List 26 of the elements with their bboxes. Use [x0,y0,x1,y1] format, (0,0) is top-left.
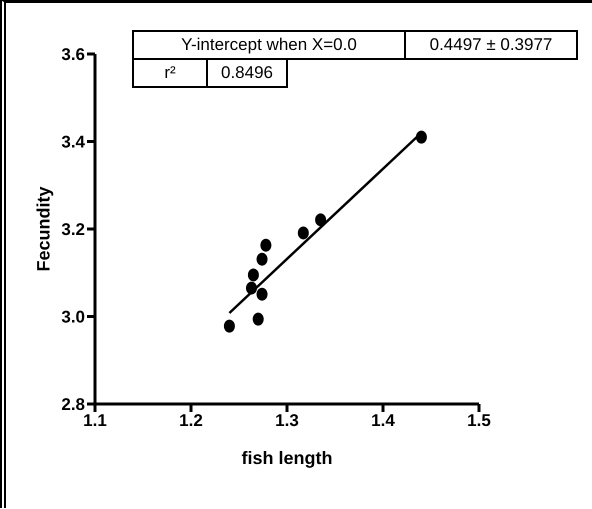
point [315,213,326,226]
point [246,282,257,295]
x-tick-label: 1.5 [467,411,491,430]
point [248,268,259,282]
x-axis-title: fish length [242,448,332,468]
y-axis-title: Fecundity [33,186,54,272]
point [260,238,272,252]
y-tick-label: 3.2 [61,220,85,240]
annotation: r² [132,58,208,88]
y-tick-label: 3.0 [61,308,85,327]
point [256,252,268,266]
text: Y-intercept when X=0.0 [132,30,406,60]
x-tick-label: 1.4 [371,411,396,430]
y-tick-label: 2.8 [61,395,85,414]
point [416,130,427,144]
annotation: 0.8496 [206,58,288,88]
x-tick-label: 1.3 [275,411,299,430]
text: 0.4497 ± 0.3977 [404,30,578,60]
y-tick-label: 3.6 [61,45,85,64]
point [256,288,268,301]
point [298,226,309,240]
y-tick-label: 3.4 [61,132,86,152]
x-tick-label: 1.1 [83,411,107,430]
point [224,320,235,333]
point [252,312,264,326]
x-tick-label: 1.2 [179,411,203,430]
